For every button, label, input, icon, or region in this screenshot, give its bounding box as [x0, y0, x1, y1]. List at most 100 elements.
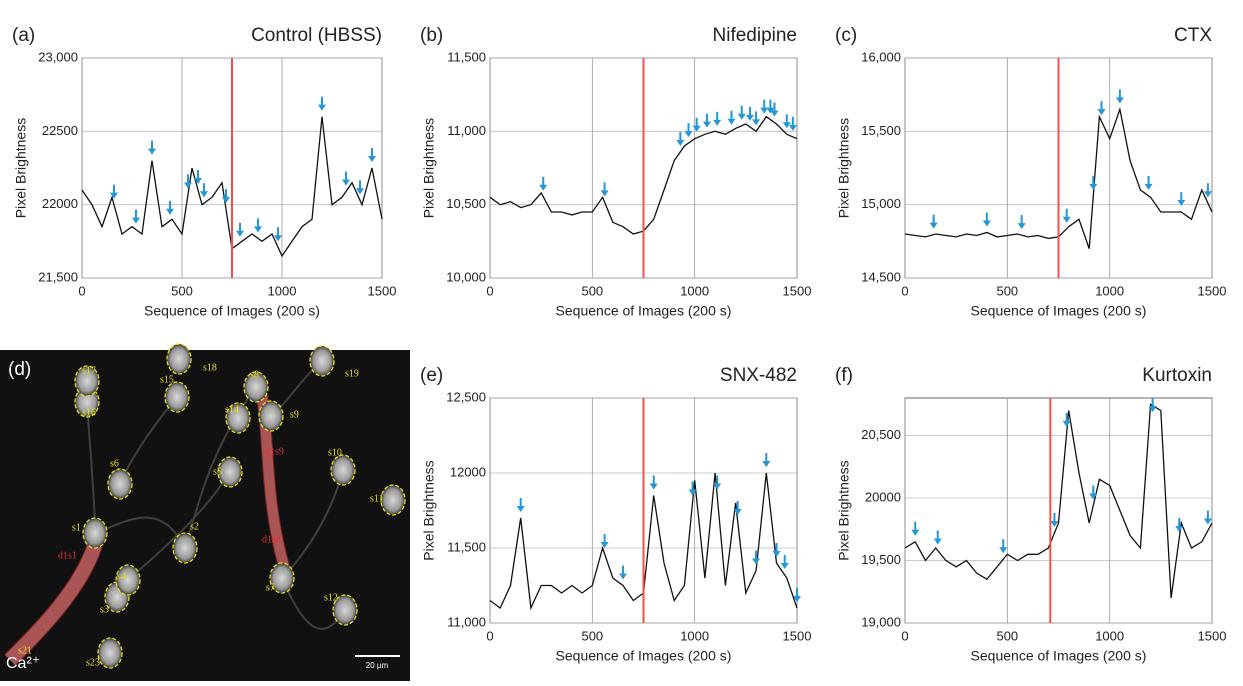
x-tick-label: 1500 [1198, 628, 1227, 643]
x-tick-label: 1000 [1095, 283, 1124, 298]
cell-label: s12 [324, 592, 338, 603]
cell-body [83, 518, 107, 548]
x-axis-label: Sequence of Images (200 s) [144, 303, 320, 319]
cell-label: s5 [213, 466, 222, 477]
event-arrow [132, 209, 140, 224]
cell-roi [332, 594, 358, 626]
event-arrow [752, 550, 761, 565]
panel-label: (b) [420, 25, 443, 46]
cell-roi [309, 345, 335, 377]
cell-label: s2 [190, 521, 199, 532]
cell-roi [166, 343, 192, 375]
dendrite-outline [4, 542, 103, 666]
chart-title: SNX-482 [720, 365, 797, 386]
event-arrow [793, 588, 801, 602]
x-tick-label: 1000 [680, 628, 709, 643]
x-tick-label: 500 [171, 283, 193, 298]
x-axis-label: Sequence of Images (200 s) [556, 648, 732, 664]
y-tick-label: 20000 [865, 489, 901, 504]
x-tick-label: 1000 [1095, 628, 1124, 643]
event-arrow [713, 475, 722, 490]
y-tick-label: 11,500 [447, 49, 486, 64]
scale-bar-label: 20 µm [366, 661, 389, 670]
cell-label: s16 [82, 407, 96, 418]
event-arrow [766, 99, 775, 114]
x-tick-label: 1500 [368, 283, 397, 298]
event-arrow [733, 501, 742, 515]
y-tick-label: 10,000 [446, 269, 486, 284]
x-tick-label: 1500 [783, 283, 812, 298]
dendrite-label: d1s1 [58, 550, 77, 561]
x-tick-label: 0 [78, 283, 85, 298]
x-tick-label: 500 [996, 628, 1018, 643]
event-arrow [752, 111, 761, 126]
x-tick-label: 1000 [268, 283, 297, 298]
panel-label: (f) [835, 365, 853, 386]
cell-roi [380, 484, 406, 516]
event-arrow [1097, 101, 1106, 116]
cell-roi [172, 532, 198, 564]
event-arrow [737, 105, 746, 120]
event-arrow [782, 114, 791, 129]
event-arrow [745, 106, 754, 121]
x-tick-label: 0 [486, 628, 493, 643]
cell-roi [97, 637, 123, 669]
cell-roi [164, 381, 190, 413]
event-arrow [1203, 183, 1212, 198]
y-tick-label: 22500 [42, 123, 78, 138]
cell-roi [115, 564, 141, 596]
x-tick-label: 1000 [680, 283, 709, 298]
cell-body [331, 455, 355, 485]
y-axis-label: Pixel Brightness [13, 118, 29, 218]
cell-label: s9 [290, 409, 299, 420]
cell-body [259, 401, 283, 431]
y-tick-label: 11,000 [447, 123, 486, 138]
cell-roi [330, 454, 356, 486]
event-arrow [356, 180, 364, 195]
x-tick-label: 1500 [783, 628, 812, 643]
event-arrow [1050, 513, 1059, 527]
y-tick-label: 11,000 [447, 614, 486, 629]
event-arrow [780, 555, 789, 569]
x-tick-label: 0 [486, 283, 493, 298]
cell-label: s6 [110, 458, 119, 469]
event-arrow [166, 200, 174, 215]
y-axis-label: Pixel Brightness [836, 118, 852, 218]
event-arrow [254, 218, 262, 233]
x-tick-label: 500 [996, 283, 1018, 298]
event-arrow [649, 475, 658, 490]
cell-label: s15 [160, 374, 174, 385]
event-arrow [184, 174, 192, 189]
event-arrow [1017, 215, 1026, 230]
image-background [0, 350, 410, 681]
y-axis-label: Pixel Brightness [421, 118, 437, 218]
cell-body [108, 469, 132, 499]
x-axis-label: Sequence of Images (200 s) [556, 303, 732, 319]
x-tick-label: 0 [901, 628, 908, 643]
x-tick-label: 0 [901, 283, 908, 298]
event-arrow [194, 170, 202, 184]
y-tick-label: 21,500 [38, 269, 78, 284]
x-axis-label: Sequence of Images (200 s) [971, 648, 1147, 664]
y-tick-label: 12000 [450, 464, 486, 479]
cell-label: s8 [250, 369, 259, 380]
event-arrow [342, 171, 350, 186]
event-arrow [676, 131, 685, 146]
y-tick-label: 12,500 [446, 389, 486, 404]
event-arrow [516, 498, 525, 512]
x-tick-label: 500 [581, 283, 603, 298]
dendrite-label: d1s8 [262, 534, 281, 545]
event-arrow [760, 99, 769, 114]
event-arrow [770, 102, 779, 117]
event-arrow [727, 110, 736, 125]
event-arrow [1115, 89, 1124, 104]
y-tick-label: 20,500 [861, 427, 901, 442]
chart-title: Control (HBSS) [251, 25, 382, 46]
cell-roi [269, 562, 295, 594]
x-tick-label: 1500 [1198, 283, 1227, 298]
cell-roi [82, 517, 108, 549]
cell-label: s19 [345, 368, 359, 379]
y-tick-label: 15,000 [861, 196, 901, 211]
cell-label: s7 [266, 582, 275, 593]
panel-label: (e) [420, 365, 443, 386]
